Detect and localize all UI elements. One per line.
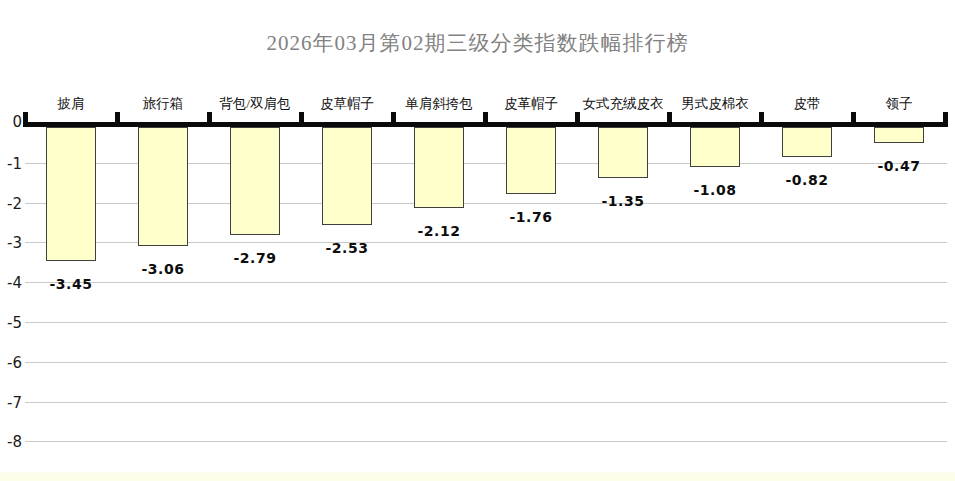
value-label: -0.82 xyxy=(761,170,853,190)
category-label: 披肩 xyxy=(25,95,117,112)
y-axis-label: -2 xyxy=(0,194,22,214)
axis-tick xyxy=(115,112,120,127)
value-label: -1.35 xyxy=(577,191,669,211)
category-label: 旅行箱 xyxy=(117,95,209,112)
category-label: 男式皮棉衣 xyxy=(669,95,761,112)
axis-tick xyxy=(483,112,488,127)
bar xyxy=(874,127,924,143)
axis-tick xyxy=(391,112,396,127)
y-axis-label: -6 xyxy=(0,353,22,373)
category-label: 女式充绒皮衣 xyxy=(577,95,669,112)
value-label: -3.45 xyxy=(25,274,117,294)
category-label: 皮草帽子 xyxy=(301,95,393,112)
category-label: 单肩斜挎包 xyxy=(393,95,485,112)
y-axis-label: -3 xyxy=(0,233,22,253)
y-axis-label: -4 xyxy=(0,273,22,293)
value-label: -2.53 xyxy=(301,238,393,258)
value-label: -2.12 xyxy=(393,221,485,241)
category-label: 领子 xyxy=(853,95,945,112)
gridline xyxy=(25,402,947,403)
bar xyxy=(46,127,96,261)
category-label: 皮革帽子 xyxy=(485,95,577,112)
axis-tick xyxy=(667,112,672,127)
value-label: -3.06 xyxy=(117,259,209,279)
axis-tick xyxy=(575,112,580,127)
y-axis-label: 0 xyxy=(0,112,22,132)
bar xyxy=(322,127,372,225)
plot-area: 0 -1 -2 -3 -4 -5 -6 -7 -8 披肩 -3.45 旅行箱 -3.06 背包/双肩包 -2… xyxy=(0,0,955,481)
axis-tick xyxy=(207,112,212,127)
y-axis-label: -5 xyxy=(0,313,22,333)
value-label: -2.79 xyxy=(209,248,301,268)
axis-tick xyxy=(851,112,856,127)
bottom-strip xyxy=(0,472,955,481)
gridline xyxy=(25,441,947,442)
value-label: -1.08 xyxy=(669,180,761,200)
value-label: -0.47 xyxy=(853,156,945,176)
chart: 2026年03月第02期三级分类指数跌幅排行榜 0-1-2-3-4-5-6-7-… xyxy=(0,0,955,481)
y-axis-label: -7 xyxy=(0,393,22,413)
gridline xyxy=(25,322,947,323)
bar xyxy=(414,127,464,208)
value-label: -1.76 xyxy=(485,207,577,227)
bar xyxy=(230,127,280,235)
y-axis-label: -1 xyxy=(0,154,22,174)
axis-tick xyxy=(759,112,764,127)
bar xyxy=(138,127,188,246)
y-axis-label: -8 xyxy=(0,432,22,452)
bar xyxy=(506,127,556,194)
bar xyxy=(598,127,648,178)
gridline xyxy=(25,362,947,363)
gridline xyxy=(25,282,947,283)
axis-tick xyxy=(299,112,304,127)
axis-tick xyxy=(23,112,28,127)
axis-tick xyxy=(943,112,948,127)
bar xyxy=(690,127,740,167)
bar xyxy=(782,127,832,157)
category-label: 皮带 xyxy=(761,95,853,112)
category-label: 背包/双肩包 xyxy=(209,95,301,112)
